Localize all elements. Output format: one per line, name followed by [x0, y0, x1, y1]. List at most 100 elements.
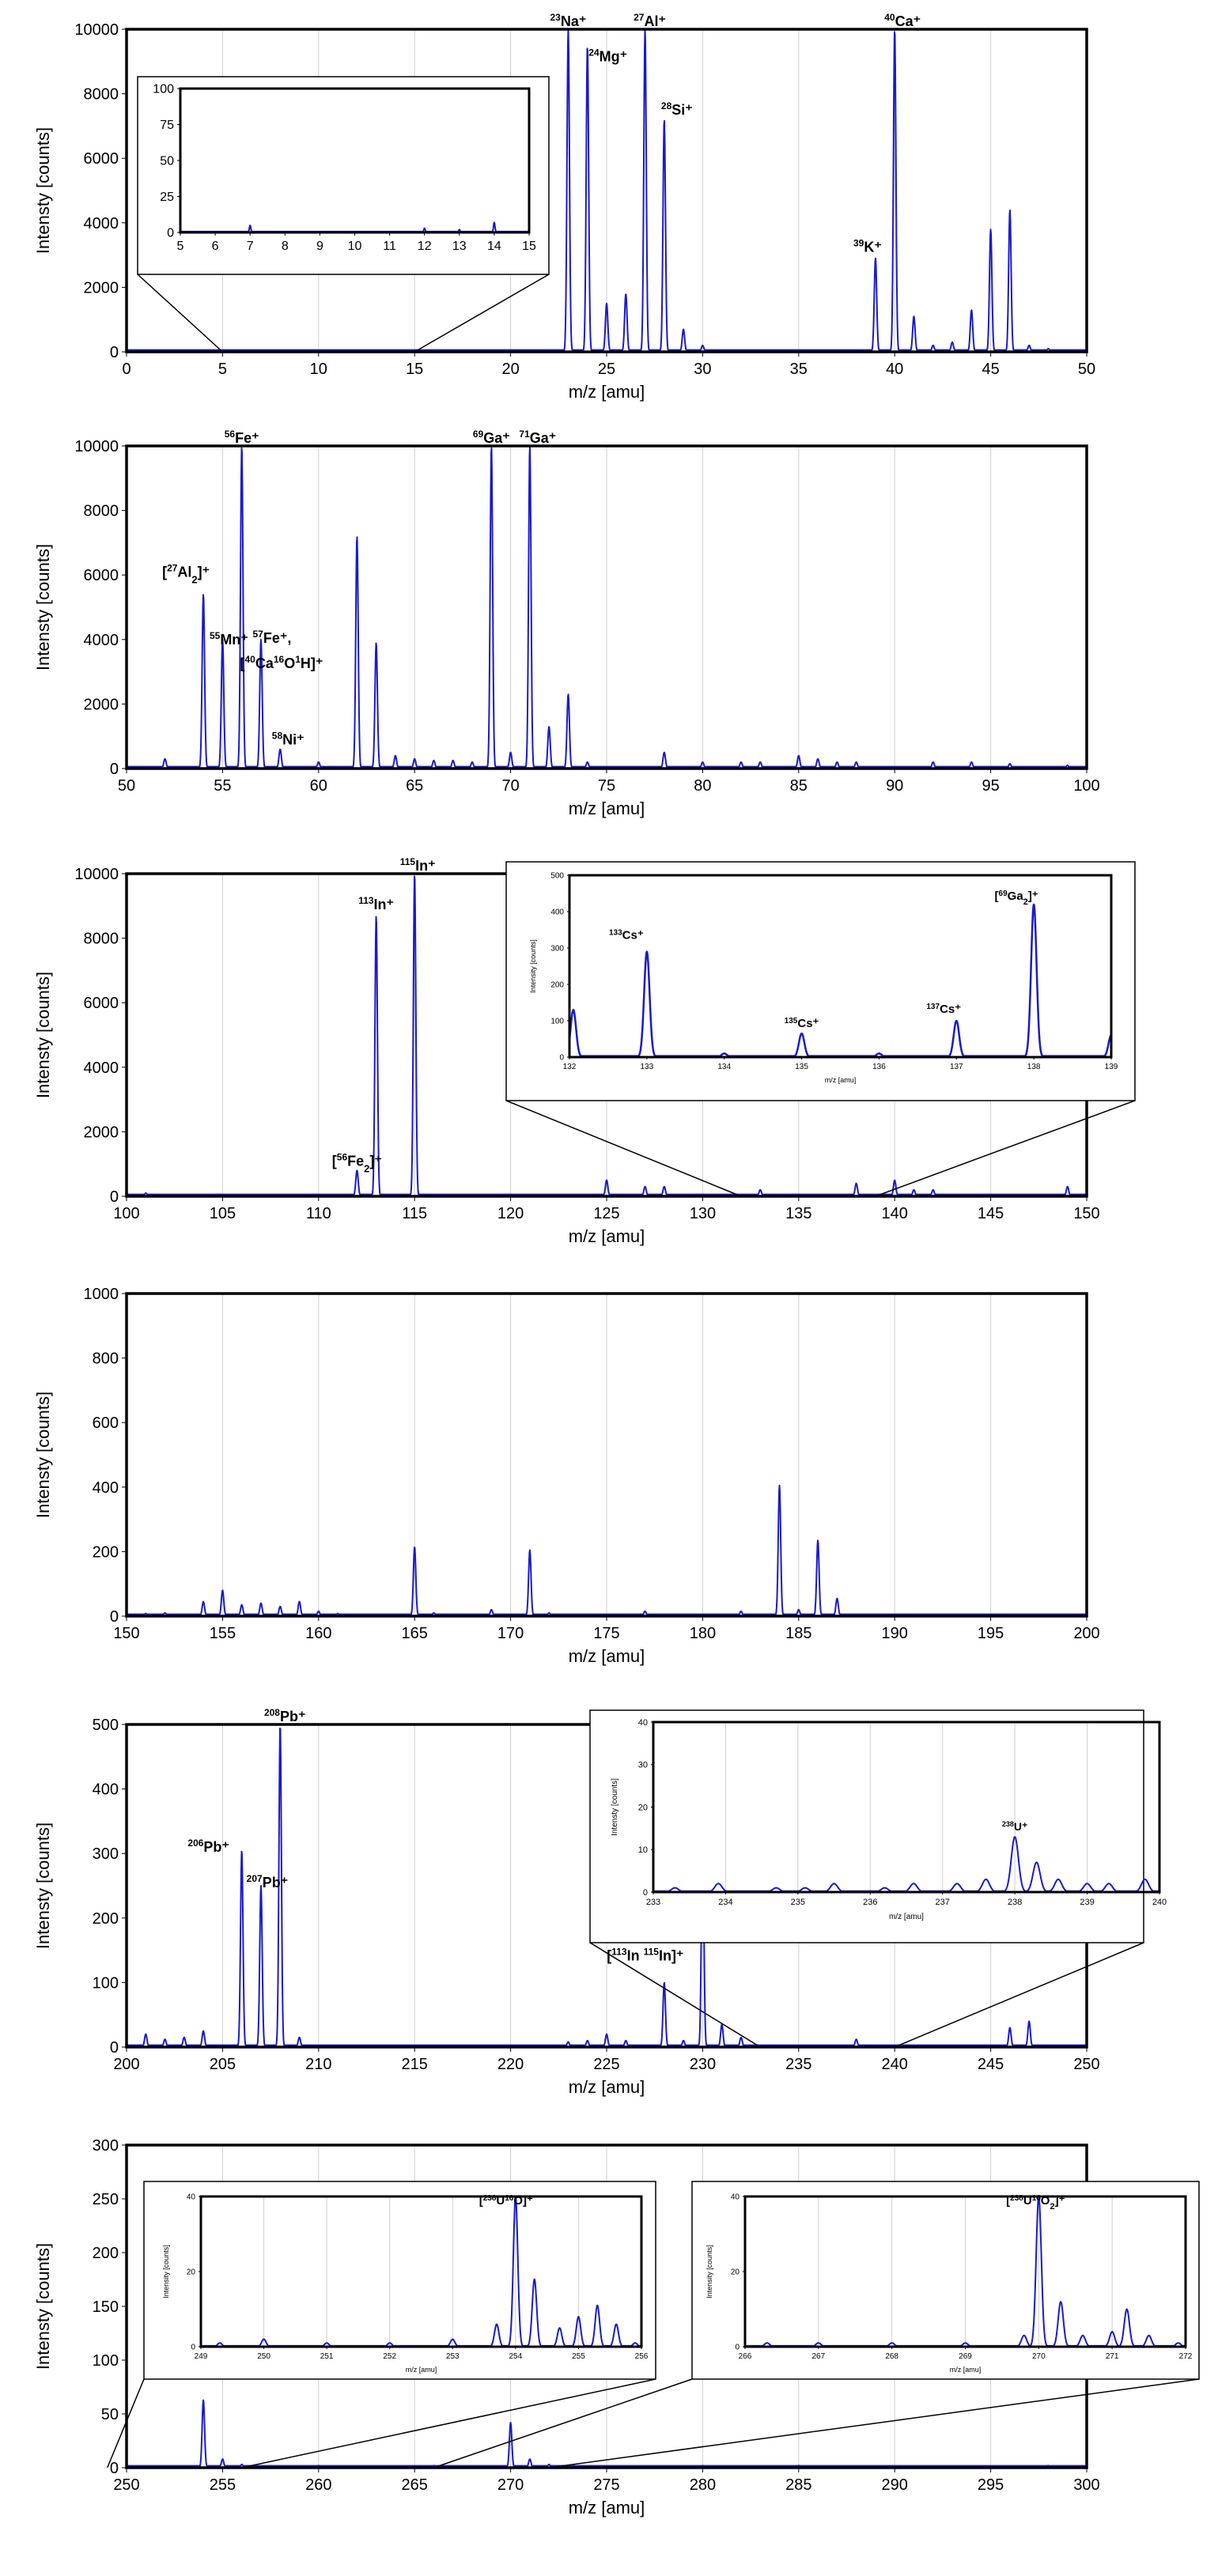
- peak-label: 115In⁺: [400, 856, 436, 874]
- label-mass-number: 71: [519, 429, 530, 440]
- x-axis-title: m/z [amu]: [569, 2077, 645, 2097]
- label-charge: ⁺,: [280, 630, 292, 646]
- x-axis-title: m/z [amu]: [825, 1076, 857, 1084]
- x-tick-label: 300: [1073, 2476, 1099, 2494]
- peak-label: [56Fe2]⁺: [332, 1151, 382, 1174]
- x-tick-label: 200: [1073, 1625, 1099, 1642]
- y-tick-label: 8000: [84, 931, 119, 948]
- x-tick-label: 295: [978, 2476, 1004, 2494]
- label-element: Ca: [895, 13, 914, 29]
- x-tick-label: 100: [1073, 777, 1099, 795]
- y-tick-label: 100: [550, 1018, 564, 1026]
- label-mass-number: 137: [926, 1003, 940, 1011]
- x-axis-title: m/z [amu]: [569, 382, 645, 402]
- x-tick-label: 267: [811, 2352, 825, 2361]
- x-tick-label: 150: [113, 1625, 139, 1642]
- x-tick-label: 135: [785, 1205, 811, 1222]
- label-mass-number: 69: [473, 429, 484, 440]
- label-element: O: [513, 2194, 523, 2208]
- x-tick-label: 100: [113, 1205, 139, 1222]
- y-tick-label: 75: [160, 119, 174, 132]
- x-tick-label: 185: [785, 1625, 811, 1642]
- peak-label: 23Na⁺: [550, 12, 586, 29]
- label-charge: ⁺: [297, 732, 304, 748]
- label-element: Si: [671, 102, 685, 118]
- y-tick-label: 0: [110, 2460, 119, 2477]
- y-tick-label: 200: [93, 2245, 119, 2262]
- label-mass-number: 28: [661, 100, 672, 111]
- x-tick-label: 268: [885, 2352, 898, 2361]
- spectrum-line: [126, 28, 1088, 351]
- label-prefix: [: [1006, 2194, 1010, 2208]
- x-tick-label: 180: [690, 1625, 716, 1642]
- x-tick-label: 7: [247, 240, 254, 253]
- peak-label: 55Mn⁺: [210, 630, 248, 648]
- y-tick-label: 25: [160, 191, 174, 204]
- x-tick-label: 60: [310, 777, 327, 795]
- peak-label: [40Ca16O1H]⁺: [240, 654, 323, 671]
- y-tick-label: 800: [93, 1350, 119, 1368]
- y-tick-label: 500: [93, 1717, 119, 1734]
- label-mass-number: 24: [588, 47, 600, 58]
- label-mass-number: 135: [785, 1017, 798, 1025]
- label-charge: ⁺: [874, 240, 882, 255]
- y-axis-title: Intensty [counts]: [33, 1392, 53, 1518]
- label-element: Cs: [622, 929, 637, 942]
- panel-6: 250 255 260 265 270 275 280 285 290 295 300 0 50 100 1…: [33, 2137, 1200, 2517]
- y-tick-label: 40: [731, 2193, 740, 2202]
- label-element: O: [284, 655, 295, 671]
- x-axis-title: m/z [amu]: [569, 1226, 645, 1246]
- x-tick-label: 0: [122, 361, 130, 378]
- x-tick-label: 13: [452, 240, 467, 253]
- x-tick-label: 65: [406, 777, 423, 795]
- x-tick-label: 238: [1008, 1898, 1022, 1907]
- label-charge: ⁺: [813, 1017, 819, 1030]
- label-mass-number: 208: [264, 1707, 280, 1718]
- y-axis-title: Intensty [counts]: [33, 127, 53, 254]
- peak-label: [27Al2]⁺: [162, 563, 210, 586]
- x-tick-label: 140: [882, 1205, 908, 1222]
- y-tick-label: 400: [93, 1781, 119, 1799]
- label-element: Al: [177, 565, 191, 580]
- label-prefix: [: [162, 565, 167, 580]
- peak-label: 71Ga⁺: [519, 429, 556, 446]
- panel-1: 0 5 10 15 20 25 30 35 40 45 5002000400060008000100…: [33, 12, 1095, 402]
- label-mass-number: 16: [505, 2194, 514, 2203]
- y-axis-title: Intensty [counts]: [33, 1822, 53, 1949]
- x-tick-label: 132: [563, 1063, 577, 1071]
- x-tick-label: 133: [641, 1063, 654, 1071]
- label-mass-number: 113: [611, 1946, 627, 1957]
- x-tick-label: 5: [218, 361, 227, 378]
- x-tick-label: 15: [522, 240, 536, 253]
- label-element: Fe: [347, 1153, 364, 1169]
- peak-label: 133Cs⁺: [609, 928, 644, 942]
- label-element: Ga: [1008, 890, 1024, 903]
- x-tick-label: 6: [212, 240, 219, 253]
- x-tick-label: 240: [882, 2056, 908, 2073]
- x-tick-label: 235: [785, 2056, 811, 2073]
- panel-151: 249 250 251 252 253 254 255 256 0 20 40 m/z [amu] In…: [143, 2181, 656, 2380]
- spectrum-line: [126, 446, 1088, 768]
- x-tick-label: 35: [790, 361, 808, 378]
- y-tick-label: 0: [110, 344, 119, 361]
- label-element: Mg: [600, 48, 620, 64]
- label-mass-number: 133: [609, 928, 622, 937]
- x-axis-title: m/z [amu]: [569, 2498, 645, 2517]
- label-mass-number: 113: [358, 895, 374, 906]
- label-charge: ⁺: [298, 1709, 306, 1724]
- x-tick-label: 50: [118, 777, 135, 795]
- peak-label: 69Ga⁺: [473, 429, 510, 446]
- label-charge: ⁺: [428, 858, 436, 874]
- peak-label: 40Ca⁺: [884, 12, 921, 29]
- label-mass-number: 238: [1010, 2194, 1023, 2203]
- x-tick-label: 10: [310, 361, 327, 378]
- label-mass-number: 27: [634, 12, 645, 23]
- y-tick-label: 2000: [84, 279, 119, 297]
- label-charge: ⁺: [221, 1839, 229, 1855]
- x-tick-label: 95: [982, 777, 999, 795]
- y-tick-label: 0: [735, 2344, 740, 2352]
- label-mass-number: 1: [295, 654, 301, 665]
- label-charge: ⁺: [1022, 1820, 1027, 1833]
- x-tick-label: 135: [795, 1063, 808, 1071]
